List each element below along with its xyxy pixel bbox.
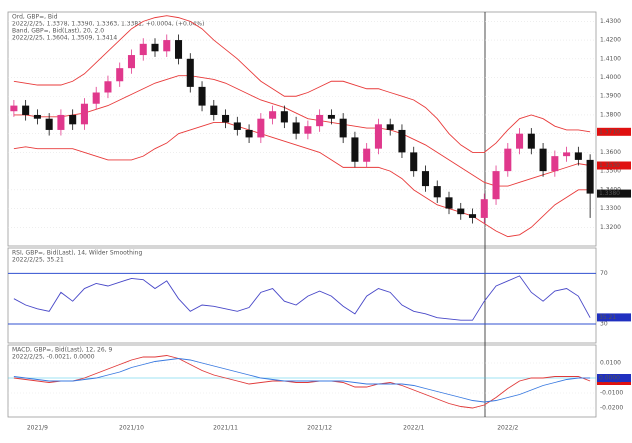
- price-tag-label: 1.3380: [599, 190, 620, 197]
- candle-body: [480, 199, 488, 218]
- y-tick-label: 1.3800: [600, 111, 621, 118]
- main-panel: [7, 11, 597, 247]
- candle-body: [10, 105, 18, 112]
- candle-body: [586, 159, 594, 194]
- y-tick-label: -0.0100: [600, 390, 623, 397]
- price-tag: [597, 189, 631, 198]
- candle-body: [80, 103, 88, 125]
- candle-body: [457, 208, 465, 215]
- candle-body: [386, 124, 394, 130]
- candle-body: [421, 171, 430, 187]
- rsi-panel: [7, 247, 597, 344]
- price-tag: [597, 161, 631, 170]
- candle-body: [433, 186, 441, 198]
- y-tick-label: 0.0100: [600, 360, 621, 367]
- candle-body: [374, 124, 382, 149]
- y-tick-label: 1.3200: [600, 224, 621, 231]
- legend-text: 2022/2/25, 35.21: [12, 257, 64, 264]
- legend-text: RSI, GBP=, Bid(Last), 14, Wilder Smoothi…: [12, 250, 142, 257]
- price-tag: [597, 313, 631, 322]
- macd-panel: [7, 344, 597, 418]
- macd-line: [13, 355, 591, 409]
- y-tick-label: 1.4100: [600, 55, 621, 62]
- candle-body: [257, 118, 265, 138]
- candle-body: [151, 43, 159, 52]
- legend-text: 2022/2/25, -0.0021, 0.0000: [12, 354, 95, 361]
- y-tick-label: 1.3900: [600, 93, 621, 100]
- candle-body: [163, 40, 171, 52]
- candle-body: [104, 81, 112, 93]
- candle-body: [304, 126, 312, 134]
- rsi-line: [13, 275, 591, 321]
- candle-body: [233, 122, 241, 130]
- legend-text: MACD, GBP=, Bid(Last), 12, 26, 9: [12, 347, 113, 354]
- legend-text: 2022/2/25, 1.3604, 1.3509, 1.3414: [12, 35, 117, 42]
- candle-body: [174, 40, 183, 59]
- candle-body: [116, 68, 124, 82]
- candle-body: [574, 152, 582, 160]
- x-tick-label: 2021/11: [213, 425, 238, 432]
- candle-body: [504, 148, 512, 172]
- candle-body: [245, 129, 253, 138]
- candle-body: [468, 214, 477, 218]
- candle-body: [45, 118, 53, 130]
- price-tag-label: 1.3530: [599, 162, 620, 169]
- legend-text: Band, GBP=, Bid(Last), 20, 2.0: [12, 28, 104, 35]
- bollinger-lower: [13, 122, 591, 238]
- y-tick-label: 30: [600, 321, 608, 328]
- candle-body: [563, 152, 571, 157]
- candle-body: [92, 92, 100, 104]
- x-tick-label: 2021/12: [307, 425, 332, 432]
- candle-body: [339, 118, 347, 138]
- y-tick-label: 70: [600, 270, 608, 277]
- x-tick-label: 2021/10: [119, 425, 144, 432]
- candle-body: [57, 114, 65, 130]
- candle-body: [69, 114, 77, 125]
- y-tick-label: 1.3600: [600, 149, 621, 156]
- candle-body: [398, 129, 406, 153]
- price-tag-label: 35.21: [599, 314, 616, 321]
- x-tick-label: 2021/9: [27, 425, 48, 432]
- candle-body: [351, 137, 359, 162]
- candle-body: [127, 55, 136, 69]
- candle-body: [492, 171, 500, 200]
- candle-body: [292, 122, 300, 134]
- candle-body: [198, 86, 206, 106]
- candle-body: [327, 114, 335, 119]
- y-tick-label: 1.4000: [600, 74, 621, 81]
- bollinger-upper: [13, 15, 591, 153]
- candle-body: [139, 43, 147, 56]
- candle-body: [33, 114, 41, 119]
- candle-body: [222, 114, 230, 123]
- price-tag: [597, 127, 631, 136]
- candle-body: [410, 152, 418, 172]
- y-tick-label: 1.4200: [600, 37, 621, 44]
- candle-body: [186, 58, 194, 87]
- candle-body: [527, 133, 535, 149]
- candle-body: [516, 133, 524, 149]
- candle-body: [445, 197, 453, 209]
- legend-text: Ord, GBP=, Bid: [12, 14, 58, 21]
- price-tag: [597, 374, 631, 382]
- candle-body: [22, 105, 30, 115]
- candle-body: [269, 111, 277, 119]
- y-tick-label: 1.3300: [600, 205, 621, 212]
- candle-body: [539, 148, 547, 172]
- y-tick-label: 1.3500: [600, 168, 621, 175]
- price-tag-label: 1.3710: [599, 128, 620, 135]
- legend-text: 2022/2/25, 1.3378, 1.3390, 1.3363, 1.338…: [12, 21, 204, 28]
- price-tag-label: 0.0000: [599, 375, 620, 382]
- x-tick-label: 2022/2: [497, 425, 518, 432]
- candle-body: [316, 114, 324, 127]
- macd-line: [13, 358, 591, 403]
- candle-body: [210, 105, 218, 115]
- x-tick-label: 2022/1: [403, 425, 424, 432]
- y-tick-label: -0.0200: [600, 405, 623, 412]
- candle-body: [280, 111, 288, 123]
- candle-body: [551, 156, 559, 172]
- candle-body: [363, 148, 371, 162]
- y-tick-label: 1.4300: [600, 18, 621, 25]
